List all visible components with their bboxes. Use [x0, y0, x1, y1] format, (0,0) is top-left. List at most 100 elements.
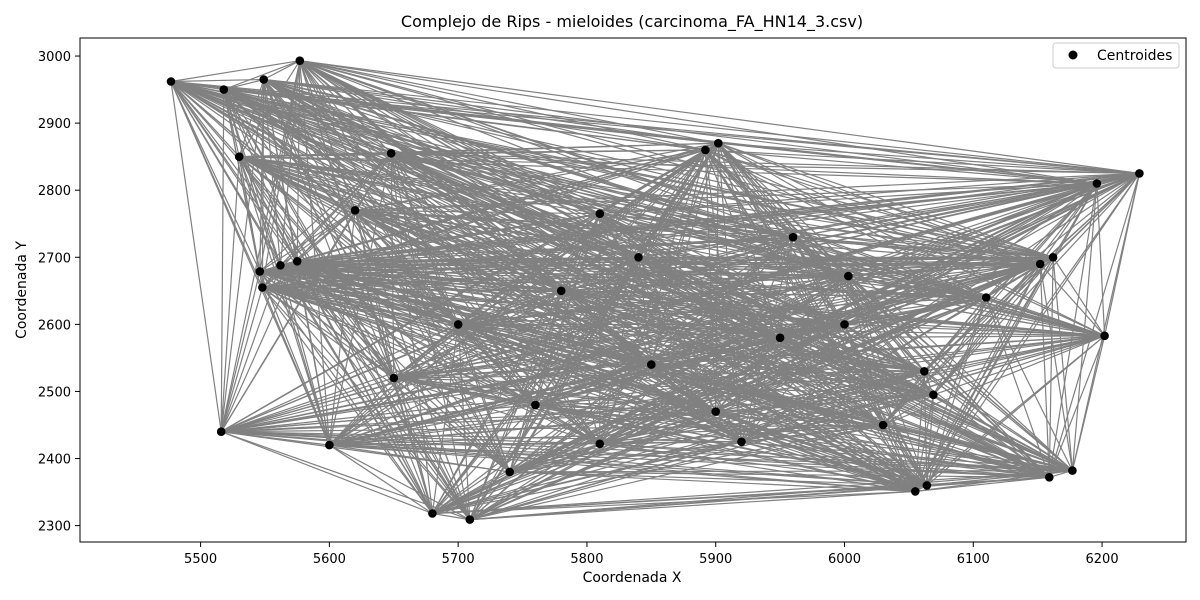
- rips-edge: [469, 213, 601, 520]
- rips-edge: [779, 337, 884, 426]
- centroid-point: [711, 407, 720, 416]
- rips-edge: [296, 260, 471, 520]
- centroid-point: [878, 420, 888, 430]
- rips-edge: [220, 271, 261, 432]
- rips-edge: [238, 156, 601, 445]
- rips-edge: [299, 60, 1041, 265]
- rips-edge: [638, 142, 719, 258]
- rips-edge: [792, 236, 846, 325]
- rips-edge: [718, 142, 1097, 185]
- rips-edge: [393, 337, 781, 379]
- x-tick-label: 5500: [184, 552, 217, 567]
- rips-edge: [299, 60, 1097, 185]
- centroid-point: [258, 283, 267, 292]
- centroid-point: [714, 138, 723, 148]
- rips-edge: [239, 149, 706, 158]
- rips-edge: [238, 156, 459, 325]
- centroid-point: [840, 320, 849, 329]
- rips-edge: [780, 335, 1105, 339]
- rips-edge: [792, 236, 928, 486]
- rips-edge: [637, 257, 717, 412]
- rips-edge: [390, 153, 536, 406]
- rips-edge: [535, 323, 845, 406]
- rips-edge: [882, 424, 1073, 472]
- rips-edge: [223, 89, 298, 262]
- rips-edge: [638, 256, 987, 299]
- rips-edge: [509, 337, 781, 473]
- rips-edge: [985, 263, 1041, 299]
- rips-edge: [239, 156, 1097, 185]
- legend-marker: [1068, 50, 1078, 60]
- rips-edge: [238, 60, 301, 158]
- rips-edge: [535, 182, 1098, 406]
- rips-edge: [792, 236, 1073, 472]
- rips-edge: [238, 156, 356, 211]
- centroid-point: [1068, 466, 1077, 475]
- rips-edge: [599, 142, 719, 215]
- x-tick-label: 5800: [570, 552, 603, 567]
- centroid-point: [595, 209, 605, 218]
- rips-edge: [393, 256, 1054, 379]
- rips-edge: [715, 337, 781, 412]
- rips-edge: [599, 443, 1050, 478]
- rips-edge: [239, 142, 719, 158]
- rips-edge: [717, 142, 1073, 472]
- rips-edge: [705, 149, 1041, 265]
- plot-frame: [79, 37, 1187, 543]
- rips-edge: [509, 296, 987, 473]
- rips-edge: [715, 394, 934, 413]
- rips-edge: [393, 323, 459, 379]
- y-tick-label: 2400: [38, 453, 71, 468]
- chart-title: Complejo de Rips - mieloides (carcinoma_…: [401, 12, 863, 32]
- rips-edge: [882, 424, 1050, 478]
- centroid-point: [1045, 473, 1054, 482]
- rips-edge: [391, 152, 1140, 174]
- rips-edge: [279, 264, 471, 520]
- rips-edge: [391, 152, 794, 238]
- rips-edge: [637, 257, 652, 365]
- rips-edge: [354, 142, 719, 211]
- rips-edge: [238, 156, 330, 446]
- rips-edge: [1039, 263, 1106, 337]
- rips-edge: [457, 324, 511, 473]
- rips-edge: [715, 236, 794, 412]
- centroid-point: [531, 400, 540, 410]
- rips-edge: [843, 324, 884, 426]
- rips-edge: [393, 377, 511, 473]
- rips-edge: [933, 335, 1105, 396]
- points-layer: [166, 56, 1144, 524]
- rips-edge: [220, 265, 281, 432]
- rips-edge: [509, 471, 927, 486]
- rips-edge: [355, 172, 1140, 211]
- rips-edge: [561, 290, 987, 299]
- rips-edge: [561, 290, 845, 325]
- rips-edge: [534, 290, 562, 406]
- rips-edge: [458, 182, 1098, 325]
- rips-edge: [329, 364, 652, 446]
- x-tick-label: 5900: [699, 552, 732, 567]
- rips-edge: [985, 297, 1073, 471]
- rips-edge: [391, 152, 1054, 258]
- rips-edge: [329, 404, 536, 446]
- rips-edge: [535, 404, 716, 413]
- rips-edge: [1039, 172, 1140, 265]
- rips-edge: [509, 411, 716, 473]
- rips-edge: [848, 182, 1098, 277]
- rips-edge: [535, 335, 1105, 406]
- rips-edge: [509, 213, 601, 473]
- rips-edge: [354, 210, 433, 514]
- centroid-point: [844, 271, 853, 281]
- rips-edge: [220, 287, 263, 432]
- rips-edge: [239, 156, 1054, 258]
- rips-edge: [715, 411, 742, 443]
- rips-edge: [637, 149, 706, 258]
- rips-edge: [651, 337, 781, 366]
- rips-edge: [509, 256, 640, 473]
- rips-edge: [458, 290, 562, 325]
- rips-edge: [393, 377, 471, 520]
- rips-edge: [715, 335, 1105, 413]
- rips-edge: [431, 324, 459, 514]
- rips-edge: [355, 209, 794, 238]
- rips-edge: [223, 78, 264, 91]
